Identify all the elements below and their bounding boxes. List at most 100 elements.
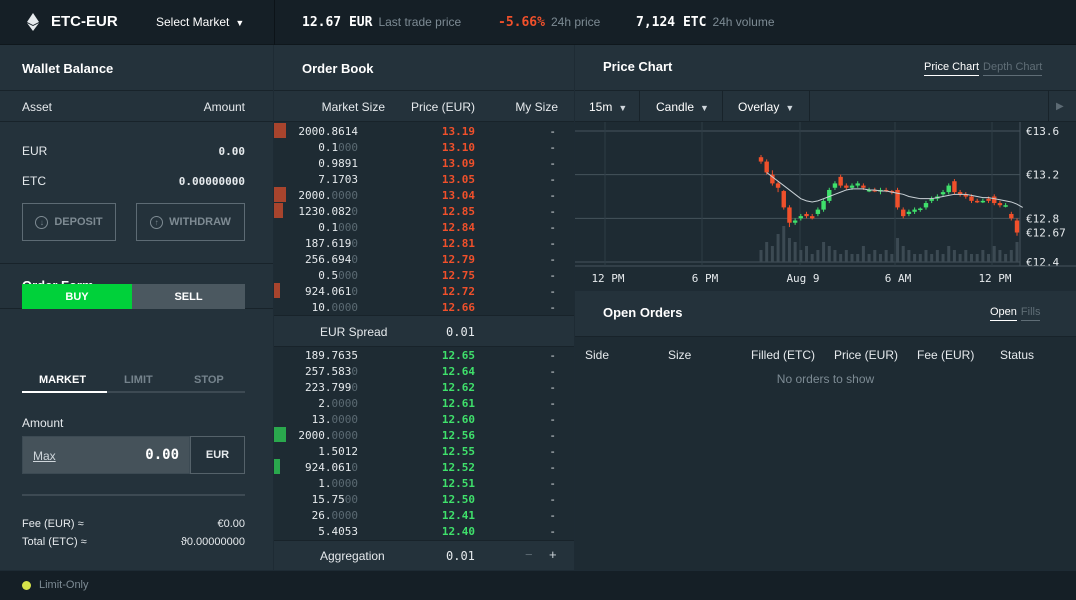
market-size: 2.0000: [318, 397, 358, 410]
current-price-label: €12.67: [1026, 227, 1066, 240]
ask-row[interactable]: 0.5000 12.75 -: [274, 267, 574, 283]
volume-bar: [981, 250, 985, 262]
candlestick-chart[interactable]: €13.6 €13.2 €12.8 €12.4 12 PM 6 PM Aug 9 6 AM 12…: [575, 122, 1076, 290]
size-digits: 1.5012: [318, 445, 358, 458]
trading-pair-title: ETC-EUR: [51, 13, 118, 30]
market-size: 0.1000: [318, 141, 358, 154]
bid-row[interactable]: 189.7635 12.65 -: [274, 347, 574, 363]
market-size: 0.9891: [318, 157, 358, 170]
select-market-dropdown[interactable]: Select Market ▼: [156, 15, 244, 29]
buy-button[interactable]: BUY: [22, 284, 132, 309]
candle: [810, 216, 815, 219]
divider: [575, 90, 1076, 91]
my-size: -: [549, 477, 556, 490]
market-size: 2000.0000: [298, 429, 358, 442]
ask-row[interactable]: 1230.0820 12.85 -: [274, 203, 574, 219]
bid-row[interactable]: 2.0000 12.61 -: [274, 395, 574, 411]
divider: [575, 121, 1076, 122]
market-size: 924.0610: [305, 461, 358, 474]
ask-row[interactable]: 10.0000 12.66 -: [274, 299, 574, 315]
bid-row[interactable]: 257.5830 12.64 -: [274, 363, 574, 379]
ask-row[interactable]: 256.6940 12.79 -: [274, 251, 574, 267]
bid-row[interactable]: 223.7990 12.62 -: [274, 379, 574, 395]
volume-label: 24h volume: [712, 15, 775, 29]
bid-row[interactable]: 1.0000 12.51 -: [274, 475, 574, 491]
ask-depth-bar: [274, 123, 286, 138]
tab-depth-chart[interactable]: Depth Chart: [983, 61, 1043, 76]
ask-row[interactable]: 7.1703 13.05 -: [274, 171, 574, 187]
chart-type-toggle: Price Chart Depth Chart: [924, 61, 1043, 76]
price: 12.66: [441, 301, 475, 314]
amount-input[interactable]: Max 0.00: [22, 436, 190, 474]
price: 12.64: [441, 365, 475, 378]
amount-currency[interactable]: EUR: [190, 436, 245, 474]
my-size: -: [549, 269, 556, 282]
candle: [1009, 213, 1014, 219]
bid-row[interactable]: 15.7500 12.50 -: [274, 491, 574, 507]
volume-bar: [833, 250, 837, 262]
size-digits: 2.: [318, 397, 332, 410]
aggregation-increase-button[interactable]: +: [549, 547, 557, 562]
price: 12.81: [441, 237, 475, 250]
interval-dropdown[interactable]: 15m ▼: [589, 100, 627, 114]
chart-toolbar: [575, 91, 1076, 121]
price: 12.52: [441, 461, 475, 474]
bid-row[interactable]: 2000.0000 12.56 -: [274, 427, 574, 443]
tab-open[interactable]: Open: [990, 306, 1017, 321]
overlay-dropdown[interactable]: Overlay ▼: [738, 100, 794, 114]
chart-style-dropdown[interactable]: Candle ▼: [656, 100, 709, 114]
bid-row[interactable]: 1.5012 12.55 -: [274, 443, 574, 459]
ask-row[interactable]: 2000.0000 13.04 -: [274, 187, 574, 203]
volume-bar: [861, 246, 865, 262]
my-size: -: [549, 285, 556, 298]
ask-row[interactable]: 187.6190 12.81 -: [274, 235, 574, 251]
tab-fills[interactable]: Fills: [1020, 306, 1041, 321]
volume-bar: [856, 254, 860, 262]
price: 12.61: [441, 397, 475, 410]
volume-bar: [873, 250, 877, 262]
divider: [639, 91, 640, 121]
volume-bar: [896, 238, 900, 262]
amount-value: 0.00: [145, 447, 179, 463]
tab-price-chart[interactable]: Price Chart: [924, 61, 980, 76]
last-trade-price: 12.67 EUR: [302, 15, 373, 30]
deposit-button[interactable]: ↓ DEPOSIT: [22, 203, 116, 241]
tab-market[interactable]: MARKET: [39, 374, 87, 386]
ask-row[interactable]: 0.9891 13.09 -: [274, 155, 574, 171]
price-change-24h: -5.66%: [498, 15, 545, 30]
play-icon[interactable]: ▶: [1056, 101, 1064, 112]
volume-bar: [935, 250, 939, 262]
volume-bar: [770, 246, 774, 262]
ask-row[interactable]: 0.1000 12.84 -: [274, 219, 574, 235]
candle: [946, 185, 951, 193]
ask-row[interactable]: 2000.8614 13.19 -: [274, 123, 574, 139]
y-tick-label: €13.6: [1026, 125, 1059, 138]
candle: [855, 183, 860, 186]
aggregation-decrease-button[interactable]: −: [525, 547, 533, 562]
price: 13.04: [441, 189, 475, 202]
volume-bar: [799, 250, 803, 262]
size-digits: 189.7635: [305, 349, 358, 362]
tab-limit[interactable]: LIMIT: [124, 374, 153, 386]
tab-stop[interactable]: STOP: [194, 374, 224, 386]
price: 13.10: [441, 141, 475, 154]
status-footer: Limit-Only: [0, 571, 1076, 600]
sell-button[interactable]: SELL: [132, 284, 245, 309]
candle: [775, 183, 781, 188]
my-size: -: [549, 381, 556, 394]
max-link[interactable]: Max: [33, 449, 56, 463]
candle: [986, 198, 991, 201]
withdraw-button[interactable]: ↑ WITHDRAW: [136, 203, 245, 241]
price: 13.09: [441, 157, 475, 170]
candle: [1003, 205, 1008, 207]
price-chart-title: Price Chart: [603, 59, 673, 74]
candle: [792, 220, 798, 223]
bid-row[interactable]: 13.0000 12.60 -: [274, 411, 574, 427]
bid-row[interactable]: 5.4053 12.40 -: [274, 523, 574, 539]
price: 12.55: [441, 445, 475, 458]
ask-row[interactable]: 924.0610 12.72 -: [274, 283, 574, 299]
bid-row[interactable]: 26.0000 12.41 -: [274, 507, 574, 523]
volume-bar: [907, 250, 911, 262]
ask-row[interactable]: 0.1000 13.10 -: [274, 139, 574, 155]
bid-row[interactable]: 924.0610 12.52 -: [274, 459, 574, 475]
